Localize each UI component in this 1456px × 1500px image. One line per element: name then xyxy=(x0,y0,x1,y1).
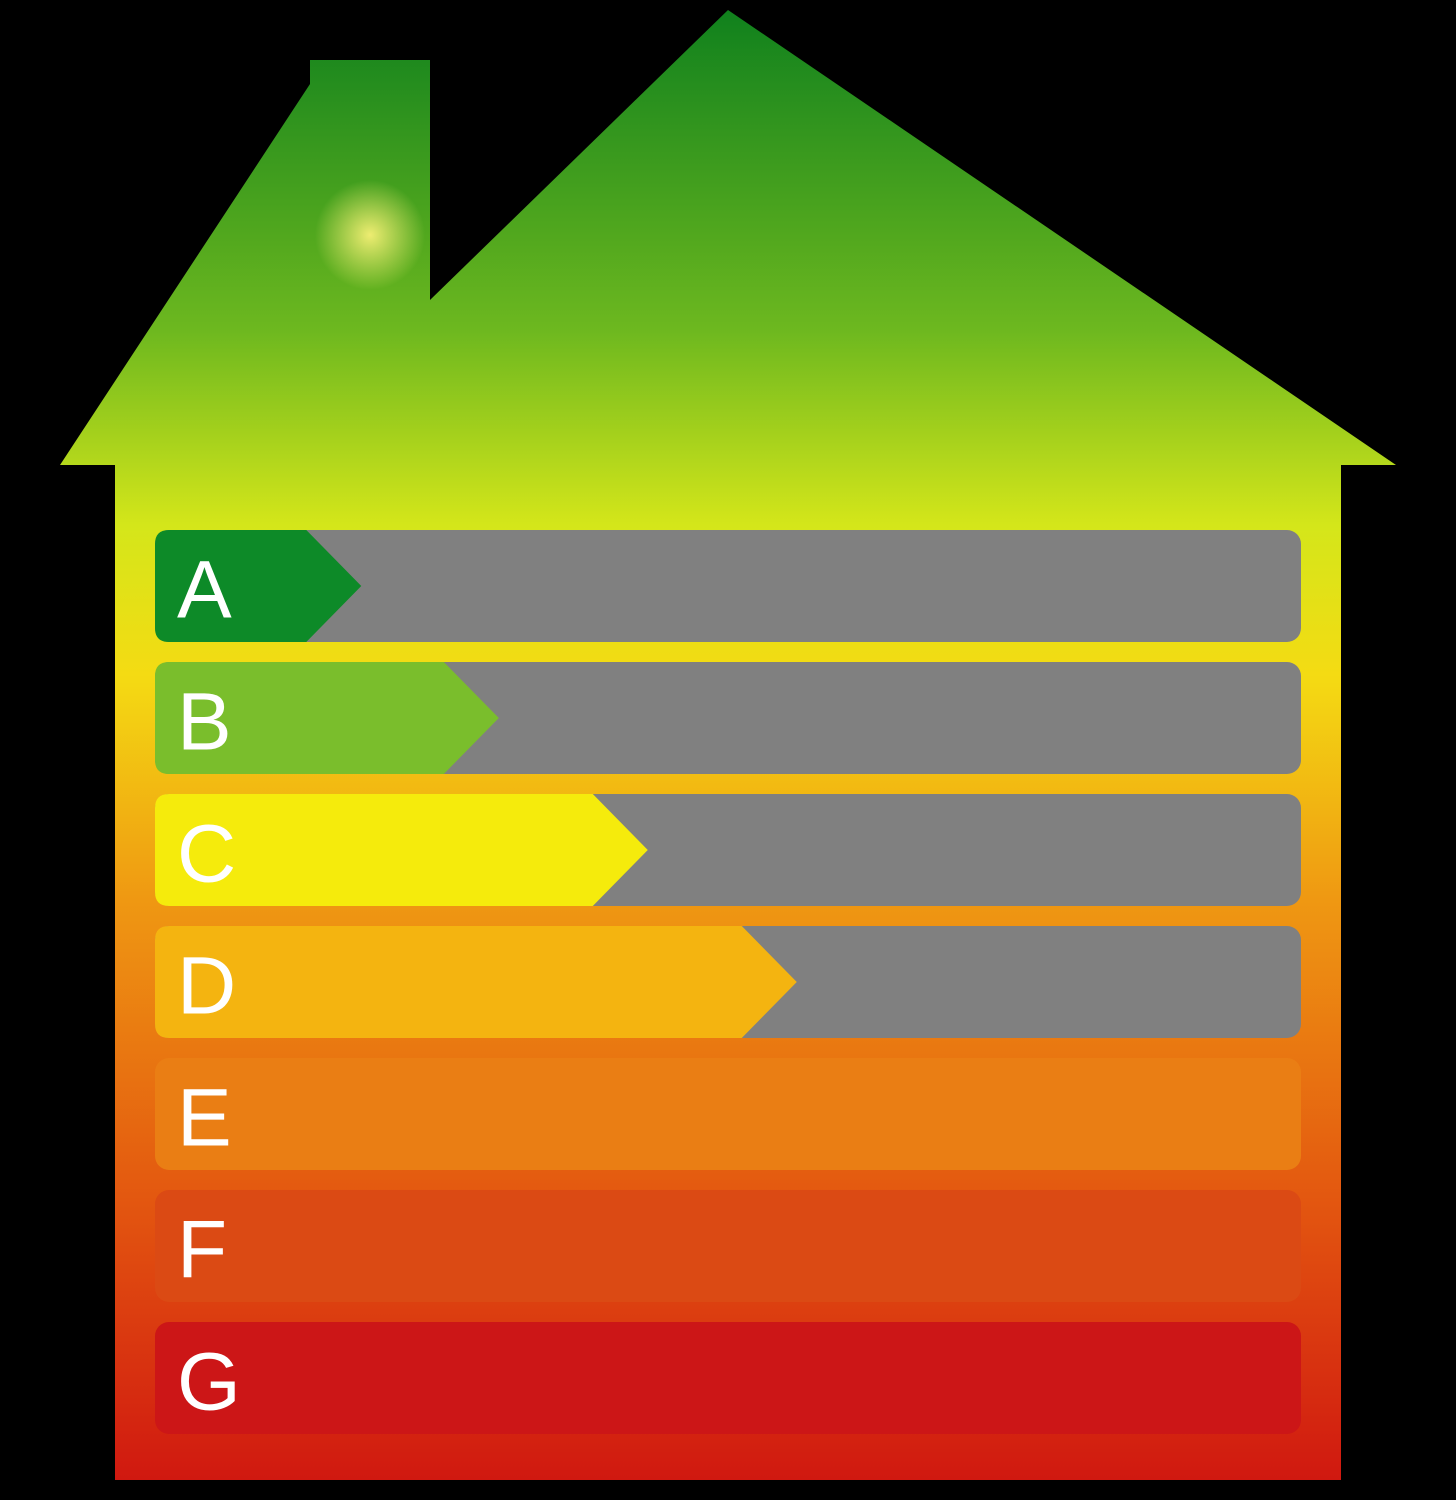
rating-bar-color xyxy=(155,1058,1301,1170)
rating-label: F xyxy=(177,1204,227,1295)
rating-bars: ABCDEFG xyxy=(155,530,1301,1434)
rating-bar-color xyxy=(155,926,797,1038)
rating-label: A xyxy=(177,544,232,635)
rating-label: D xyxy=(177,940,236,1031)
rating-bar-color xyxy=(155,1190,1301,1302)
rating-label: B xyxy=(177,676,232,767)
rating-row-g: G xyxy=(155,1322,1301,1434)
energy-rating-infographic: ABCDEFG xyxy=(0,0,1456,1500)
rating-row-c: C xyxy=(155,794,1301,906)
rating-row-e: E xyxy=(155,1058,1301,1170)
rating-label: C xyxy=(177,808,236,899)
rating-bar-color xyxy=(155,1322,1301,1434)
rating-row-a: A xyxy=(155,530,1301,642)
rating-row-f: F xyxy=(155,1190,1301,1302)
rating-row-d: D xyxy=(155,926,1301,1038)
rating-label: E xyxy=(177,1072,232,1163)
rating-row-b: B xyxy=(155,662,1301,774)
rating-label: G xyxy=(177,1336,241,1427)
